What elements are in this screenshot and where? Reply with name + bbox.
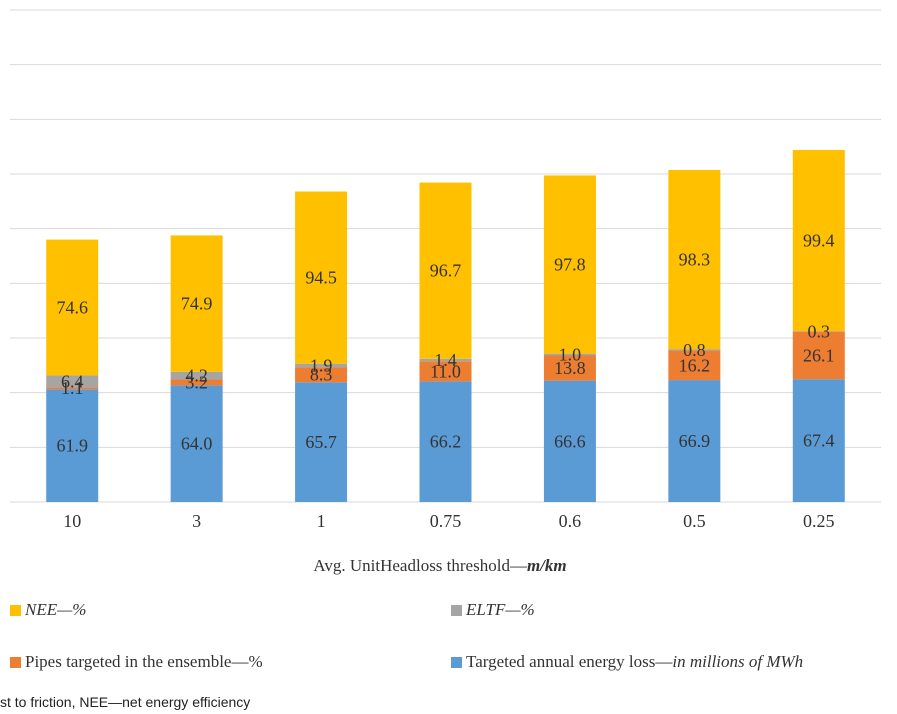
x-tick-6: 0.25	[803, 511, 835, 531]
bar-nee-6	[792, 149, 845, 332]
label-eltf-3: 1.4	[434, 350, 457, 370]
bar-nee-3	[419, 182, 472, 359]
bar-eltf-1	[170, 371, 223, 380]
legend-name-pipes: Pipes targeted in the ensemble	[25, 652, 232, 671]
label-nee-1: 74.9	[181, 294, 213, 314]
label-eltf-0: 6.4	[61, 371, 84, 391]
x-tick-5: 0.5	[683, 511, 706, 531]
legend-unit-eltf: %	[520, 600, 535, 619]
legend-unit-energy: in millions of MWh	[672, 652, 804, 671]
label-pipes-4: 13.8	[554, 358, 586, 378]
legend-unit-pipes: %	[248, 652, 263, 671]
legend-swatch-nee	[10, 604, 21, 616]
label-nee-5: 98.3	[679, 250, 711, 270]
label-pipes-5: 16.2	[679, 355, 711, 375]
bar-energy-4	[543, 380, 596, 502]
label-pipes-1: 3.2	[185, 372, 208, 392]
bar-eltf-4	[543, 353, 596, 356]
legend-swatch-energy	[451, 656, 462, 668]
label-nee-6: 99.4	[803, 231, 835, 251]
bar-eltf-3	[419, 358, 472, 362]
x-tick-3: 0.75	[430, 511, 462, 531]
bar-nee-0	[46, 239, 99, 376]
bars	[46, 149, 845, 502]
label-eltf-6: 0.3	[808, 321, 831, 341]
legend-sep-nee: —	[57, 600, 73, 619]
legend-unit-nee: %	[72, 600, 87, 619]
label-nee-4: 97.8	[554, 255, 586, 275]
legend-name-nee: NEE	[25, 600, 58, 619]
bar-nee-4	[543, 175, 596, 354]
bar-eltf-5	[668, 349, 721, 351]
label-energy-5: 66.9	[679, 431, 711, 451]
bar-energy-2	[295, 382, 348, 502]
legend-name-eltf: ELTF	[466, 600, 506, 619]
label-pipes-6: 26.1	[803, 345, 835, 365]
x-tick-0: 10	[63, 511, 81, 531]
bar-energy-5	[668, 380, 721, 502]
label-energy-1: 64.0	[181, 434, 213, 454]
bar-nee-2	[295, 191, 348, 364]
bar-energy-0	[46, 389, 99, 502]
legend-sep-eltf: —	[505, 600, 521, 619]
x-tick-2: 1	[317, 511, 326, 531]
label-eltf-4: 1.0	[559, 345, 582, 365]
bar-pipes-0	[46, 387, 99, 390]
label-pipes-3: 11.0	[430, 361, 461, 381]
x-tick-4: 0.6	[559, 511, 582, 531]
label-nee-3: 96.7	[430, 261, 462, 281]
legend-swatch-pipes	[10, 656, 21, 668]
x-tick-1: 3	[192, 511, 201, 531]
label-energy-4: 66.6	[554, 431, 586, 451]
bar-pipes-6	[792, 331, 845, 380]
label-nee-2: 94.5	[305, 268, 337, 288]
legend-item-energy: Targeted annual energy loss — in millions …	[451, 652, 803, 672]
bar-pipes-1	[170, 379, 223, 386]
label-energy-2: 65.7	[305, 432, 337, 452]
label-eltf-1: 4.2	[185, 366, 208, 386]
legend-sep-energy: —	[655, 652, 673, 671]
label-pipes-0: 1.1	[61, 378, 84, 398]
x-axis-label: Avg. UnitHeadloss threshold—m/km	[313, 556, 566, 575]
data-labels: 61.9 1.16.4 74.6 64.0 3.24.2 74.9 65.7 8.31.9 94…	[56, 231, 834, 456]
bar-pipes-4	[543, 355, 596, 381]
legend-item-pipes: Pipes targeted in the ensemble —%	[10, 652, 263, 672]
legend-sep-pipes: —	[231, 652, 249, 671]
bar-energy-3	[419, 381, 472, 502]
legend-item-eltf: ELTF —%	[451, 600, 535, 620]
bar-eltf-2	[295, 363, 348, 368]
bar-nee-1	[170, 235, 223, 372]
bar-pipes-5	[668, 350, 721, 381]
bar-eltf-0	[46, 375, 99, 388]
label-eltf-5: 0.8	[683, 340, 706, 360]
bar-pipes-3	[419, 361, 472, 382]
label-energy-6: 67.4	[803, 431, 835, 451]
bar-nee-5	[668, 169, 721, 350]
bar-eltf-6	[792, 331, 845, 332]
label-energy-0: 61.9	[56, 436, 88, 456]
legend-name-energy: Targeted annual energy loss	[466, 652, 656, 671]
legend-swatch-eltf	[451, 604, 462, 616]
x-axis-label-unit: m/km	[527, 556, 567, 575]
footnote: st to friction, NEE—net energy efficienc…	[0, 694, 251, 710]
x-axis-label-text: Avg. UnitHeadloss threshold—	[313, 556, 528, 575]
label-eltf-2: 1.9	[310, 355, 333, 375]
label-pipes-2: 8.3	[310, 365, 333, 385]
legend-item-nee: NEE —%	[10, 600, 86, 620]
bar-energy-1	[170, 385, 223, 502]
x-tick-labels: 10 3 1 0.75 0.6 0.5 0.25	[63, 511, 834, 531]
label-energy-3: 66.2	[430, 432, 462, 452]
bar-pipes-2	[295, 367, 348, 383]
stacked-bar-chart: 61.9 1.16.4 74.6 64.0 3.24.2 74.9 65.7 8.31.9 94…	[10, 9, 881, 575]
bar-energy-6	[792, 379, 845, 502]
label-nee-0: 74.6	[56, 298, 88, 318]
